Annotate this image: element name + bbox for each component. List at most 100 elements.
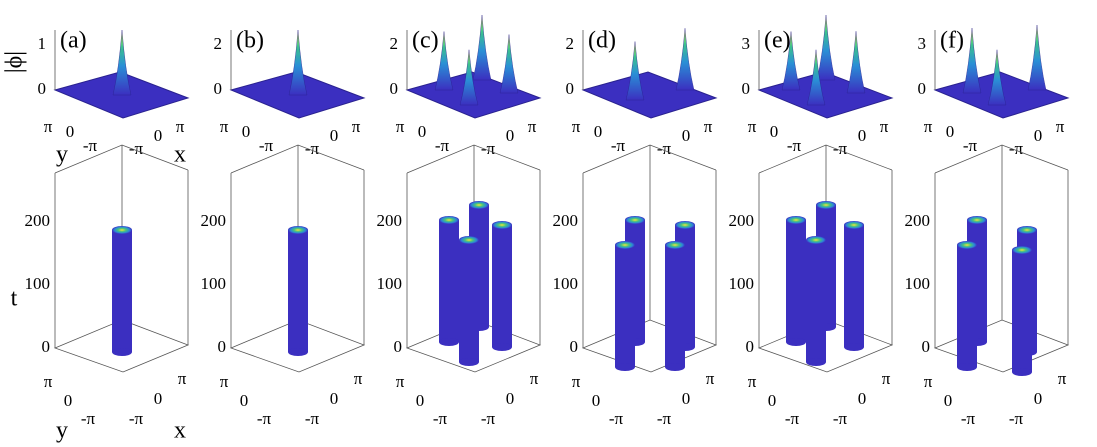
angle-tick-label: π [220, 117, 229, 136]
peak [846, 31, 866, 94]
t-tick-label: 0 [570, 337, 579, 356]
angle-tick-label: π [44, 372, 53, 391]
z-tick-label: 0 [566, 79, 575, 98]
angle-tick-label: 0 [242, 122, 251, 141]
angle-tick-label: -π [129, 139, 144, 158]
t-tick-label: 0 [394, 337, 403, 356]
angle-tick-label: -π [657, 409, 672, 428]
panel-label: (a) [60, 28, 87, 54]
angle-tick-label: -π [611, 136, 626, 155]
angle-tick-label: 0 [1034, 126, 1043, 145]
angle-tick-label: π [572, 372, 581, 391]
cylinder-cap [957, 241, 977, 249]
angle-tick-label: -π [833, 409, 848, 428]
angle-tick-label: 0 [858, 389, 867, 408]
z-tick-label: 1 [38, 34, 47, 53]
angle-tick-label: π [176, 117, 185, 136]
peak [459, 49, 479, 106]
angle-tick-label: -π [305, 139, 320, 158]
peak [987, 49, 1007, 106]
angle-tick-label: -π [435, 136, 450, 155]
peak [434, 31, 454, 91]
cylinder-base [806, 358, 826, 366]
panel-label: (c) [412, 28, 439, 54]
cylinder [112, 230, 132, 352]
peak [472, 14, 492, 81]
cylinder-cap [459, 236, 479, 244]
angle-tick-label: 0 [944, 391, 953, 410]
panel-label: (e) [764, 28, 791, 54]
cylinder-base [844, 343, 864, 351]
peak [112, 29, 132, 96]
t-tick-label: 200 [377, 211, 403, 230]
angle-tick-label: -π [963, 136, 978, 155]
z-tick-label: 0 [742, 79, 751, 98]
cylinder-cap [439, 216, 459, 224]
cylinder-cap [967, 216, 987, 224]
angle-tick-label: 0 [330, 126, 339, 145]
angle-tick-label: π [352, 117, 361, 136]
t-tick-label: 200 [25, 211, 51, 230]
cylinder-cap [816, 201, 836, 209]
box-top [230, 144, 365, 174]
angle-tick-label: -π [81, 409, 96, 428]
angle-tick-label: -π [1009, 139, 1024, 158]
cylinder-cap [665, 241, 685, 249]
angle-tick-label: π [748, 117, 757, 136]
angle-tick-label: -π [257, 409, 272, 428]
cylinder-base [288, 348, 308, 356]
angle-tick-label: π [1058, 369, 1067, 388]
angle-tick-label: π [880, 117, 889, 136]
angle-tick-label: -π [129, 409, 144, 428]
cylinder-base [665, 363, 685, 371]
angle-tick-label: 0 [330, 389, 339, 408]
t-tick-label: 200 [201, 211, 227, 230]
angle-tick-label: -π [481, 409, 496, 428]
angle-tick-label: π [704, 117, 713, 136]
cylinder [806, 240, 826, 362]
angle-tick-label: -π [833, 139, 848, 158]
t-tick-label: 100 [905, 274, 931, 293]
t-tick-label: 200 [553, 211, 579, 230]
cylinder-cap [112, 226, 132, 234]
angle-tick-label: 0 [154, 389, 163, 408]
angle-tick-label: π [528, 117, 537, 136]
t-tick-label: 100 [25, 274, 51, 293]
cylinder [665, 245, 685, 367]
box-top [406, 144, 541, 174]
panel-label: (f) [940, 28, 964, 54]
cylinder-base [615, 363, 635, 371]
box-top [54, 144, 189, 174]
box-top [582, 144, 717, 174]
cylinder-base [786, 338, 806, 346]
cylinder [492, 225, 512, 347]
box-top [758, 144, 893, 174]
t-tick-label: 0 [746, 337, 755, 356]
angle-tick-label: π [44, 117, 53, 136]
angle-tick-label: -π [785, 409, 800, 428]
angle-tick-label: 0 [858, 126, 867, 145]
t-tick-label: 200 [905, 211, 931, 230]
cylinder-base [957, 363, 977, 371]
cylinder-cap [806, 236, 826, 244]
angle-tick-label: 0 [946, 122, 955, 141]
angle-tick-label: 0 [594, 122, 603, 141]
angle-tick-label: 0 [154, 126, 163, 145]
cylinder-base [439, 338, 459, 346]
cylinder-cap [1012, 246, 1032, 254]
x-axis-label: x [174, 418, 186, 444]
angle-tick-label: -π [481, 139, 496, 158]
cylinder-base [112, 348, 132, 356]
z-tick-label: 3 [742, 34, 751, 53]
peak [675, 28, 695, 91]
peak [816, 14, 836, 81]
angle-tick-label: 0 [64, 391, 73, 410]
t-tick-label: 100 [553, 274, 579, 293]
angle-tick-label: π [1056, 117, 1065, 136]
peak [288, 29, 308, 96]
cylinder-cap [675, 221, 695, 229]
box-top [934, 144, 1069, 174]
angle-tick-label: π [706, 369, 715, 388]
